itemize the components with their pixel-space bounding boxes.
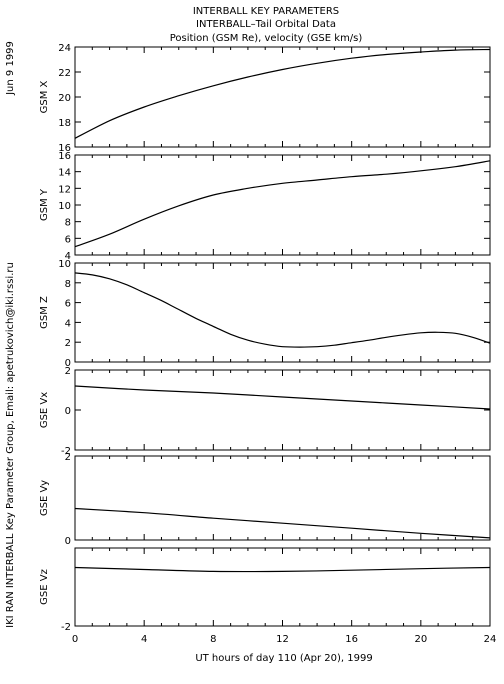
series-line-gsm-x bbox=[74, 48, 491, 139]
y-tick-label: 2 bbox=[65, 366, 71, 377]
panel-4: -2 0 2 GSE Vx bbox=[39, 366, 491, 457]
y-tick-label: 8 bbox=[65, 218, 71, 229]
y-axis-label: GSE Vx bbox=[39, 392, 50, 428]
panel-frame bbox=[74, 547, 491, 627]
x-tick-label: 24 bbox=[484, 634, 497, 645]
series-line-gse-vx bbox=[74, 385, 491, 410]
y-axis-label: GSM Z bbox=[39, 296, 50, 329]
y-tick-label: 6 bbox=[65, 299, 71, 310]
panel-3: 0 2 4 6 8 10 GSM Z bbox=[39, 259, 491, 369]
panel-frame bbox=[74, 369, 491, 451]
x-tick-label: 16 bbox=[345, 634, 358, 645]
panel-1: 16 18 20 22 24 GSM X bbox=[39, 43, 491, 154]
x-tick-label: 8 bbox=[210, 634, 216, 645]
x-tick-label: 20 bbox=[414, 634, 427, 645]
y-tick-label: 24 bbox=[58, 43, 71, 54]
y-axis-label: GSE Vy bbox=[39, 480, 50, 516]
y-tick-label: 18 bbox=[58, 118, 71, 129]
series-line-gse-vz bbox=[74, 566, 491, 573]
y-tick-label: 2 bbox=[65, 338, 71, 349]
credit-text: IKI RAN INTERBALL Key Parameter Group, E… bbox=[5, 262, 16, 628]
x-tick-label: 4 bbox=[141, 634, 147, 645]
y-tick-label: 2 bbox=[65, 452, 71, 463]
date-stamp: Jun 9 1999 bbox=[5, 41, 16, 96]
panel-6: -2 GSE Vz bbox=[39, 547, 491, 633]
y-axis-label: GSE Vz bbox=[39, 569, 50, 605]
series-line-gsm-z bbox=[74, 272, 491, 348]
x-tick-label: 12 bbox=[276, 634, 289, 645]
title-line-2: INTERBALL–Tail Orbital Data bbox=[196, 19, 336, 30]
title-line-3: Position (GSM Re), velocity (GSE km/s) bbox=[170, 33, 363, 44]
panel-frame bbox=[74, 46, 491, 148]
y-tick-label: 6 bbox=[65, 234, 71, 245]
y-tick-label: 8 bbox=[65, 279, 71, 290]
y-tick-label: 14 bbox=[58, 168, 71, 179]
x-axis-label: UT hours of day 110 (Apr 20), 1999 bbox=[195, 653, 372, 664]
series-line-gse-vy bbox=[74, 507, 491, 539]
series-line-gsm-y bbox=[74, 160, 491, 248]
y-axis-label: GSM Y bbox=[39, 188, 50, 221]
y-tick-label: 0 bbox=[65, 358, 71, 369]
title-line-1: INTERBALL KEY PARAMETERS bbox=[193, 6, 339, 17]
y-tick-label: 12 bbox=[58, 184, 71, 195]
panel-frame bbox=[74, 455, 491, 541]
y-tick-label: 10 bbox=[58, 259, 71, 270]
y-tick-label: 4 bbox=[65, 318, 71, 329]
y-axis-label: GSM X bbox=[39, 80, 50, 113]
x-tick-label: 0 bbox=[72, 634, 78, 645]
y-tick-label: 22 bbox=[58, 68, 71, 79]
y-tick-label: -2 bbox=[61, 446, 71, 457]
y-tick-label: -2 bbox=[61, 622, 71, 633]
panel-5: 0 2 GSE Vy bbox=[39, 452, 491, 547]
y-tick-label: 0 bbox=[65, 406, 71, 417]
y-tick-label: 20 bbox=[58, 93, 71, 104]
y-tick-label: 0 bbox=[65, 536, 71, 547]
y-tick-label: 10 bbox=[58, 201, 71, 212]
y-tick-label: 16 bbox=[58, 143, 71, 154]
y-tick-label: 16 bbox=[58, 151, 71, 162]
y-tick-label: 4 bbox=[65, 251, 71, 262]
panel-2: 4 6 8 10 12 14 16 GSM Y bbox=[39, 151, 491, 262]
